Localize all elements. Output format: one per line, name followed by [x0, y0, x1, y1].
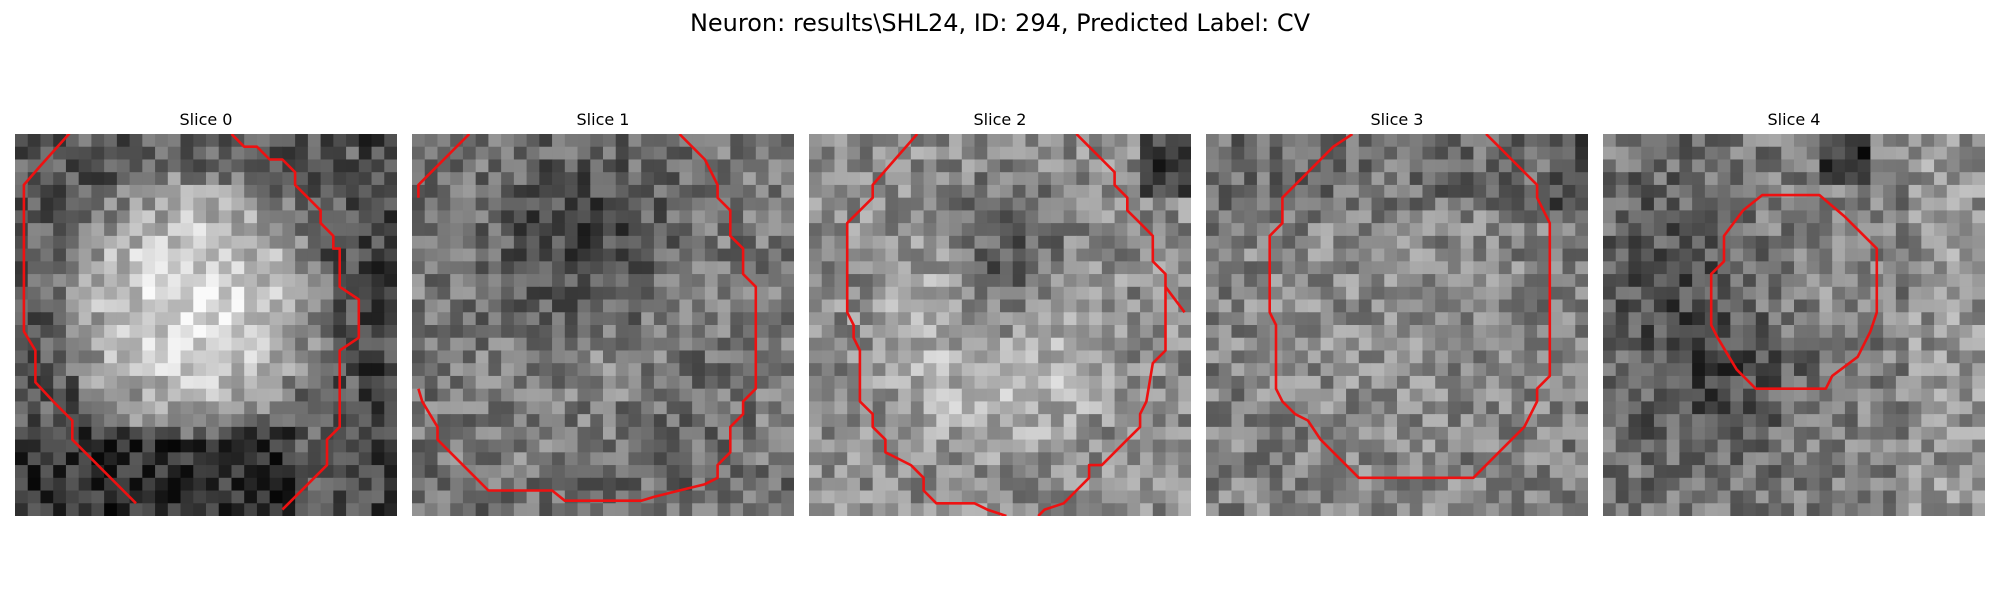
cell-contour	[417, 134, 471, 198]
slice-title: Slice 1	[576, 110, 630, 129]
cell-contour	[1709, 193, 1879, 390]
figure-title: Neuron: results\SHL24, ID: 294, Predicte…	[689, 9, 1311, 37]
cell-contour	[845, 134, 1007, 516]
slice-image	[15, 134, 397, 516]
slice-title: Slice 0	[179, 110, 233, 129]
slice-title: Slice 3	[1370, 110, 1424, 129]
slice-title: Slice 2	[973, 110, 1027, 129]
slice-image	[1206, 134, 1588, 516]
cell-contour	[22, 134, 137, 505]
slice-title: Slice 4	[1767, 110, 1821, 129]
cell-contour	[417, 134, 758, 503]
slice-image	[412, 134, 794, 516]
cell-contour	[1037, 134, 1167, 516]
cell-contour	[1164, 286, 1186, 314]
slice-image	[809, 134, 1191, 516]
cell-contour	[1268, 134, 1552, 480]
cell-contour	[230, 134, 361, 511]
slice-image	[1603, 134, 1985, 516]
